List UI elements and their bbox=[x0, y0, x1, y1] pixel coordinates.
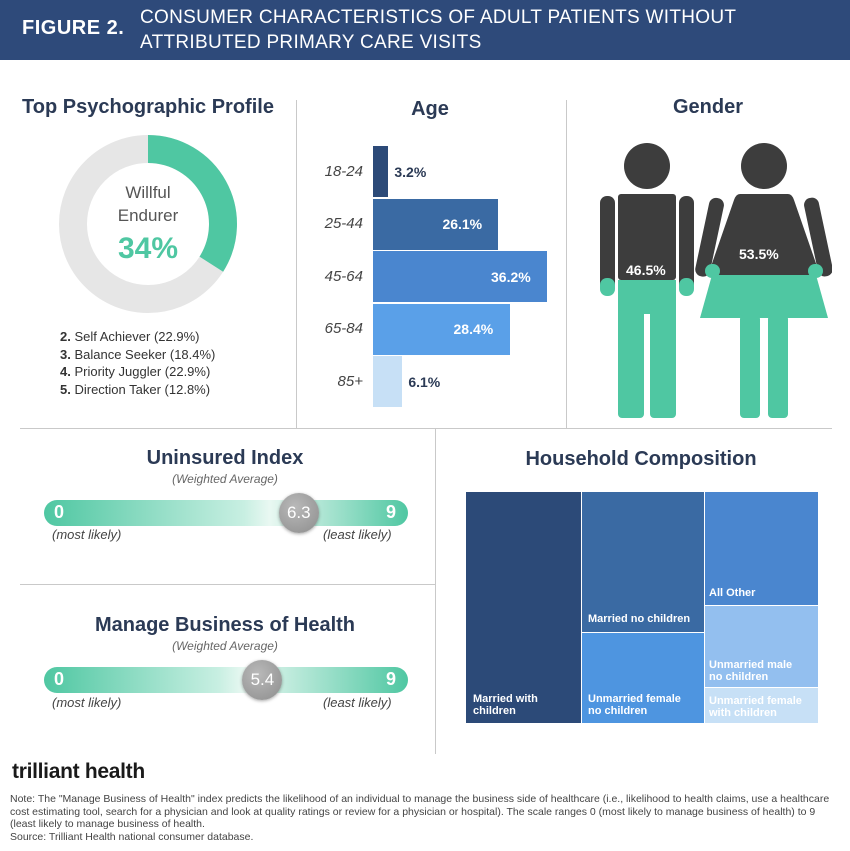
age-bar-value-label: 6.1% bbox=[408, 373, 441, 390]
figure-title-line-2: ATTRIBUTED PRIMARY CARE VISITS bbox=[140, 32, 482, 53]
psychographic-title: Top Psychographic Profile bbox=[22, 96, 274, 118]
treemap-cell-unmarried-male-no-children: Unmarried male no children bbox=[705, 606, 818, 687]
footnote-source: Source: Trilliant Health national consum… bbox=[10, 830, 254, 843]
figure-label: FIGURE 2. bbox=[22, 17, 125, 39]
manage-business-value-knob: 5.4 bbox=[242, 660, 283, 700]
list-item: 5. Direction Taker (12.8%) bbox=[60, 381, 211, 397]
manage-business-max-caption: (least likely) bbox=[323, 695, 392, 710]
manage-business-title: Manage Business of Health bbox=[94, 614, 356, 636]
psychographic-donut bbox=[59, 135, 237, 313]
list-item: 4. Priority Juggler (22.9%) bbox=[60, 364, 211, 379]
age-bar-value-label: 3.2% bbox=[394, 163, 427, 180]
manage-business-subtitle: (Weighted Average) bbox=[172, 639, 278, 653]
age-category-label: 85+ bbox=[337, 372, 363, 390]
age-bar-value-label: 36.2% bbox=[491, 268, 531, 285]
treemap-cell-all-other: All Other bbox=[705, 492, 818, 605]
manage-business-min-caption: (most likely) bbox=[52, 695, 122, 710]
divider-vertical-bottom bbox=[435, 428, 436, 754]
trilliant-health-logo: trilliant health bbox=[12, 760, 145, 783]
gender-female-value: 53.5% bbox=[739, 246, 779, 262]
donut-center-label-line-2: Endurer bbox=[117, 206, 179, 225]
uninsured-max-label: 9 bbox=[386, 502, 397, 522]
footnote-note: Note: The "Manage Business of Health" in… bbox=[10, 793, 830, 830]
gender-male-value: 46.5% bbox=[626, 262, 666, 278]
treemap-cell-married-no-children: Married no children bbox=[582, 492, 704, 632]
figure-header: FIGURE 2. CONSUMER CHARACTERISTICS OF AD… bbox=[0, 0, 850, 60]
age-bar bbox=[373, 251, 547, 302]
age-title: Age bbox=[411, 98, 449, 120]
uninsured-max-caption: (least likely) bbox=[323, 527, 392, 542]
uninsured-index-gauge-track bbox=[44, 500, 408, 526]
uninsured-index-title: Uninsured Index bbox=[146, 447, 304, 469]
age-bar-value-label: 26.1% bbox=[442, 216, 483, 232]
household-composition-title: Household Composition bbox=[525, 448, 757, 470]
age-category-label: 25-44 bbox=[324, 215, 363, 232]
age-bar bbox=[373, 198, 499, 250]
age-category-label: 65-84 bbox=[324, 320, 363, 337]
uninsured-min-caption: (most likely) bbox=[52, 527, 122, 542]
age-bar bbox=[373, 146, 389, 197]
age-bar-value-label: 28.4% bbox=[453, 321, 494, 337]
psychographic-ranked-list: 2. Self Achiever (22.9%) 3. Balance Seek… bbox=[60, 328, 215, 398]
treemap-cell-unmarried-female-no-children: Unmarried female no children bbox=[582, 633, 704, 723]
manage-business-max-label: 9 bbox=[386, 669, 397, 689]
donut-center-label-line-1: Willful bbox=[125, 183, 171, 202]
female-figure-icon bbox=[695, 143, 832, 418]
divider-horizontal-middle bbox=[20, 584, 435, 585]
divider-horizontal-top bbox=[20, 428, 832, 429]
list-item: 2. Self Achiever (22.9%) bbox=[60, 329, 200, 344]
gender-title: Gender bbox=[672, 96, 744, 118]
uninsured-min-label: 0 bbox=[54, 502, 65, 522]
divider-vertical-right bbox=[566, 100, 567, 428]
donut-slice-willful-endurer bbox=[147, 135, 237, 272]
male-figure-icon bbox=[600, 143, 694, 418]
age-bar bbox=[373, 356, 403, 407]
treemap-cell-married-with-children: Married with children bbox=[466, 492, 581, 723]
uninsured-index-subtitle: (Weighted Average) bbox=[172, 472, 278, 486]
uninsured-index-value-knob: 6.3 bbox=[278, 493, 319, 533]
treemap-cell-unmarried-female-with-children: Unmarried female with children bbox=[705, 688, 818, 723]
footnote: Note: The "Manage Business of Health" in… bbox=[10, 793, 840, 843]
age-category-label: 45-64 bbox=[324, 267, 363, 285]
figure-title-line-1: CONSUMER CHARACTERISTICS OF ADULT PATIEN… bbox=[140, 7, 737, 28]
manage-business-gauge-track bbox=[44, 667, 408, 693]
donut-center-value: 34% bbox=[117, 232, 179, 265]
manage-business-min-label: 0 bbox=[54, 669, 65, 689]
age-bar bbox=[373, 303, 510, 355]
age-category-label: 18-24 bbox=[324, 162, 363, 180]
divider-vertical-left bbox=[296, 100, 297, 428]
gender-figures bbox=[600, 143, 832, 418]
list-item: 3. Balance Seeker (18.4%) bbox=[60, 346, 216, 362]
figure-title: CONSUMER CHARACTERISTICS OF ADULT PATIEN… bbox=[140, 5, 736, 55]
